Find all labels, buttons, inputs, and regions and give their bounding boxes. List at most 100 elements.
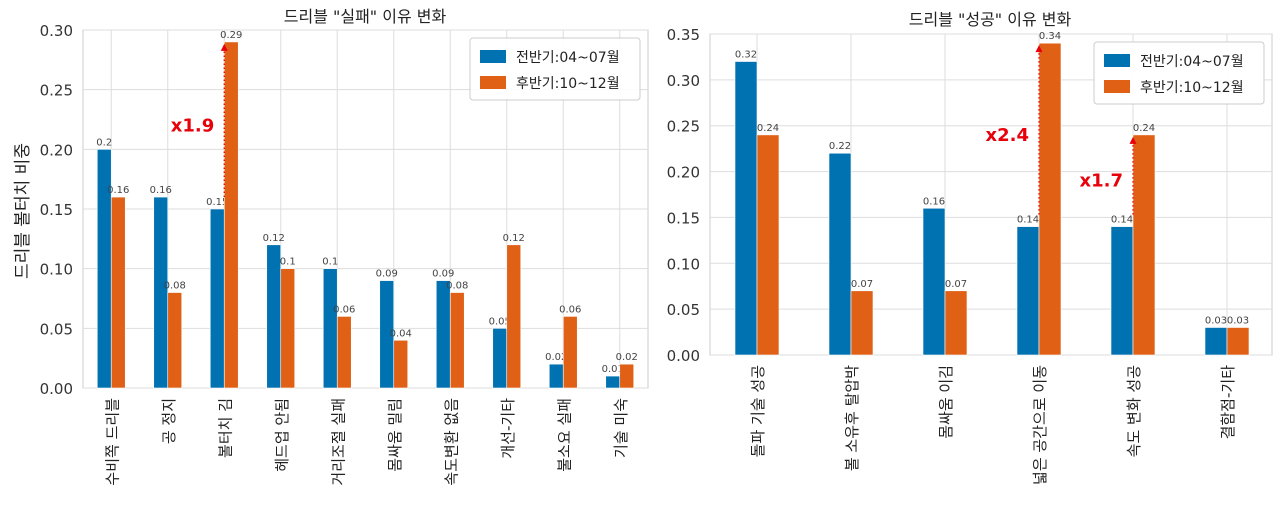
bar [1204,327,1228,356]
bar [379,280,395,389]
legend-swatch [1104,54,1130,67]
bar-value-label: 0.07 [851,279,873,290]
bar [492,328,508,389]
bar [1132,134,1156,356]
bar-value-label: 0.16 [150,185,172,196]
x-tick-label: 개선-기타 [499,398,517,459]
bar-value-label: 0.09 [432,269,454,280]
y-axis-label: 드리블 볼터치 비중 [13,143,33,279]
legend-label: 전반기:04~07월 [516,50,620,66]
bar [393,339,409,389]
x-tick-label: 볼 소유후 탈압박 [843,365,861,471]
bar-value-label: 0.07 [945,279,967,290]
bar-value-label: 0.04 [390,328,412,339]
y-tick-label: 0.25 [667,118,700,136]
y-tick-label: 0.35 [667,26,700,44]
bar [209,208,225,389]
bar-value-label: 0.16 [107,185,129,196]
bar [944,290,968,356]
bar [449,292,465,389]
y-tick-label: 0.10 [667,255,700,273]
y-tick-label: 0.20 [667,164,700,182]
bar [280,268,296,389]
bar [435,280,451,389]
growth-multiplier-label: x1.9 [171,115,215,136]
bar [548,363,564,389]
legend-box [469,37,641,101]
x-tick-label: 몸싸움 밀림 [386,398,404,472]
bar-value-label: 0.24 [1133,123,1155,134]
legend-label: 후반기:10~12월 [516,76,620,92]
y-tick-label: 0.30 [40,22,73,40]
bar-value-label: 0.06 [559,304,581,315]
bar [756,134,780,356]
x-tick-label: 넓은 공간으로 이동 [1031,365,1049,485]
bar-value-label: 0.1 [280,257,296,268]
bar-value-label: 0.32 [735,50,757,61]
bar-value-label: 0.03 [1227,315,1249,326]
y-tick-label: 0.00 [40,380,73,398]
bar [734,61,758,356]
bar [322,268,338,389]
growth-arrow-head [220,43,228,51]
growth-multiplier-label: x1.7 [1080,171,1124,192]
bar-value-label: 0.2 [96,137,112,148]
growth-arrow-head [1035,45,1043,53]
legend-swatch [480,76,506,89]
y-tick-label: 0.25 [40,82,73,100]
bar [1110,226,1134,356]
chart-title: 드리블 "성공" 이유 변화 [909,10,1072,29]
chart-success-reasons: 드리블 "성공" 이유 변화 0.00 0.05 0.10 0.15 0.20 0.25 0… [667,10,1273,485]
bar-value-label: 0.02 [616,352,638,363]
bar-value-label: 0.14 [1111,215,1133,226]
bar-value-label: 0.05 [489,316,511,327]
y-tick-label: 0.05 [667,301,700,319]
x-tick-label: 결함점-기타 [1219,365,1237,440]
bar-value-label: 0.06 [333,304,355,315]
y-tick-label: 0.15 [40,201,73,219]
y-tick-label: 0.05 [40,320,73,338]
bar-value-label: 0.29 [220,30,242,41]
bar [223,41,239,389]
y-tick-label: 0.15 [667,209,700,227]
bar [619,363,635,389]
bar-value-label: 0.02 [545,352,567,363]
legend-swatch [1104,80,1130,93]
x-tick-label: 몸싸움 이김 [937,365,955,439]
y-tick-label: 0.10 [40,261,73,279]
legend-label: 후반기:10~12월 [1140,80,1244,96]
x-tick-label: 기술 미숙 [612,398,630,458]
bar-value-label: 0.01 [602,364,624,375]
x-tick-label: 속도 변화 성공 [1125,365,1143,457]
legend-label: 전반기:04~07월 [1140,54,1244,70]
bar [167,292,183,389]
chart-title: 드리블 "실패" 이유 변화 [284,7,447,26]
bar [1016,226,1040,356]
bar [506,244,522,389]
bar-value-label: 0.15 [206,197,228,208]
growth-arrow-head [1129,136,1137,144]
bar [1226,327,1250,356]
bar [153,196,169,389]
x-tick-label: 불소요 실패 [555,398,573,472]
bar [828,152,852,356]
x-tick-label: 헤드업 안됨 [273,398,291,472]
bar [336,316,352,389]
x-tick-label: 공 정지 [160,398,178,444]
bar-value-label: 0.09 [376,269,398,280]
x-tick-label: 거리조절 실패 [329,398,347,486]
bar-value-label: 0.22 [829,141,851,152]
bar-value-label: 0.34 [1039,31,1061,42]
x-tick-label: 속도변환 없음 [442,398,460,486]
bar [266,244,282,389]
legend-box [1093,41,1265,105]
bar-value-label: 0.14 [1017,215,1039,226]
bar-value-label: 0.08 [164,281,186,292]
bar-value-label: 0.03 [1205,315,1227,326]
bar-value-label: 0.16 [923,196,945,207]
bar [922,207,946,356]
x-tick-label: 볼터치 김 [216,398,234,458]
y-tick-label: 0.00 [667,347,700,365]
y-tick-label: 0.20 [40,141,73,159]
